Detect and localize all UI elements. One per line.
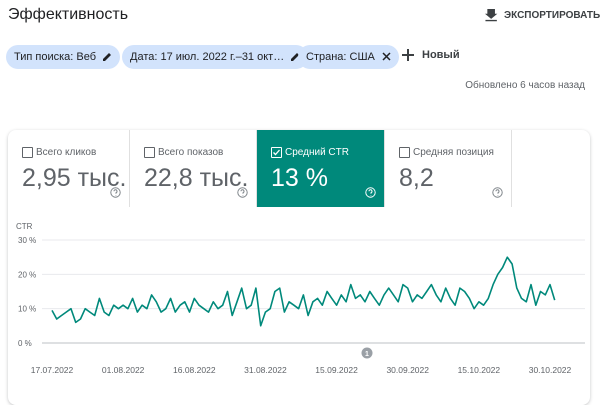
x-tick-label: 15.09.2022 xyxy=(315,365,358,375)
icon-path xyxy=(103,53,111,61)
y-tick-label: 10 % xyxy=(18,305,36,314)
metric-card[interactable]: Всего показов 22,8 тыс. xyxy=(130,130,257,207)
y-tick-label: 0 % xyxy=(18,339,32,348)
metric-card[interactable]: Средний CTR 13 % xyxy=(257,130,385,207)
chart: CTR 0 % 10 % 20 % 30 % 17.07.2022 01.08.2022 1… xyxy=(0,207,600,397)
remove-icon xyxy=(381,51,392,62)
edit-icon xyxy=(102,51,113,62)
metric-label: Средний CTR xyxy=(285,147,349,158)
icon-path xyxy=(383,53,390,60)
metric-value: 22,8 тыс. xyxy=(144,164,248,193)
help-mark xyxy=(114,190,117,196)
filter-label: Дата: 17 июл. 2022 г.–31 окт… xyxy=(130,51,284,63)
metric-checkbox xyxy=(271,147,282,158)
page-title: Эффективность xyxy=(8,6,128,24)
export-button[interactable]: ЭКСПОРТИРОВАТЬ xyxy=(484,6,600,24)
y-axis-label: CTR xyxy=(16,222,33,231)
metric-checkbox xyxy=(399,147,410,158)
metric-value: 8,2 xyxy=(399,164,434,193)
annotation-label: 1 xyxy=(365,351,369,358)
new-filter-label: Новый xyxy=(422,49,460,61)
check-path xyxy=(274,150,280,155)
x-tick-label: 30.09.2022 xyxy=(386,365,429,375)
check-icon xyxy=(272,148,281,157)
x-tick-label: 17.07.2022 xyxy=(31,365,74,375)
metric-label: Всего кликов xyxy=(36,147,96,158)
new-filter-button[interactable]: Новый xyxy=(402,49,460,61)
help-mark xyxy=(241,190,244,196)
y-tick-label: 30 % xyxy=(18,236,36,245)
x-tick-label: 01.08.2022 xyxy=(102,365,145,375)
updated-note: Обновлено 6 часов назад xyxy=(465,80,585,91)
help-mark xyxy=(369,190,372,196)
help-icon xyxy=(237,187,248,198)
ctr-line xyxy=(52,257,555,326)
filter-chip[interactable]: Дата: 17 июл. 2022 г.–31 окт… xyxy=(122,45,308,69)
help-icon xyxy=(492,187,503,198)
metric-value: 13 % xyxy=(271,164,328,193)
x-tick-label: 15.10.2022 xyxy=(458,365,501,375)
filter-chip[interactable]: Тип поиска: Веб xyxy=(6,45,120,69)
metric-checkbox xyxy=(144,147,155,158)
help-icon xyxy=(365,187,376,198)
metric-checkbox xyxy=(22,147,33,158)
download-icon xyxy=(484,8,498,22)
metric-label: Всего показов xyxy=(158,147,223,158)
filter-chip[interactable]: Страна: США xyxy=(298,45,399,69)
metric-card[interactable]: Всего кликов2,95 тыс. xyxy=(8,130,130,207)
export-label: ЭКСПОРТИРОВАТЬ xyxy=(504,10,600,21)
y-tick-label: 20 % xyxy=(18,270,36,279)
metric-label: Средняя позиция xyxy=(413,147,494,158)
x-tick-label: 16.08.2022 xyxy=(173,365,216,375)
filter-label: Тип поиска: Веб xyxy=(14,51,96,63)
plus-icon xyxy=(402,49,414,61)
metric-card[interactable]: Средняя позиция 8,2 xyxy=(385,130,512,207)
x-tick-label: 31.08.2022 xyxy=(244,365,287,375)
help-icon xyxy=(110,187,121,198)
filter-label: Страна: США xyxy=(306,51,375,63)
x-tick-label: 30.10.2022 xyxy=(529,365,572,375)
help-mark xyxy=(496,190,499,196)
